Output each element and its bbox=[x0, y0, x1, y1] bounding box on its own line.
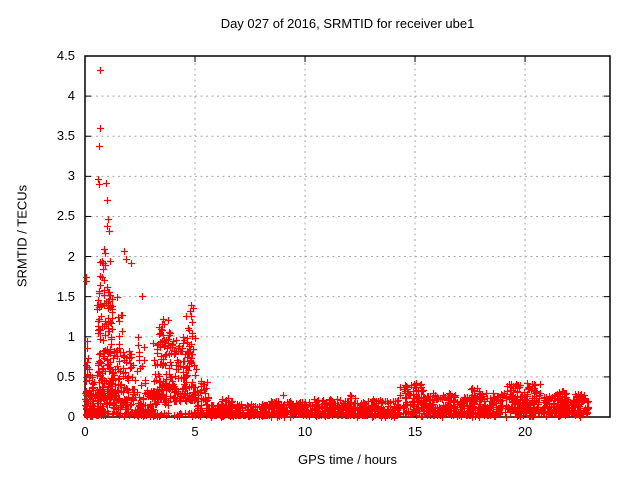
x-axis-label: GPS time / hours bbox=[298, 452, 397, 467]
x-tick-label: 10 bbox=[297, 424, 313, 439]
y-axis-label: SRMTID / TECUs bbox=[14, 184, 30, 288]
y-tick-label: 3 bbox=[67, 168, 75, 184]
scatter-points-layer bbox=[82, 67, 592, 421]
y-tick-label: 1 bbox=[67, 328, 75, 344]
x-tick-label: 15 bbox=[407, 424, 423, 439]
y-tick-label: 0.5 bbox=[56, 368, 75, 384]
y-tick-label: 3.5 bbox=[56, 128, 75, 144]
y-tick-label: 4 bbox=[67, 88, 75, 104]
y-tick-label: 4.5 bbox=[56, 48, 75, 63]
x-tick-label: 20 bbox=[517, 424, 533, 439]
chart-title: Day 027 of 2016, SRMTID for receiver ube… bbox=[220, 16, 475, 31]
y-tick-label: 1.5 bbox=[56, 288, 75, 304]
x-tick-label: 5 bbox=[191, 424, 199, 439]
x-tick-label: 0 bbox=[81, 424, 89, 439]
y-tick-label: 2.5 bbox=[56, 208, 75, 224]
y-tick-label: 0 bbox=[67, 409, 75, 424]
y-tick-label: 2 bbox=[67, 248, 75, 264]
